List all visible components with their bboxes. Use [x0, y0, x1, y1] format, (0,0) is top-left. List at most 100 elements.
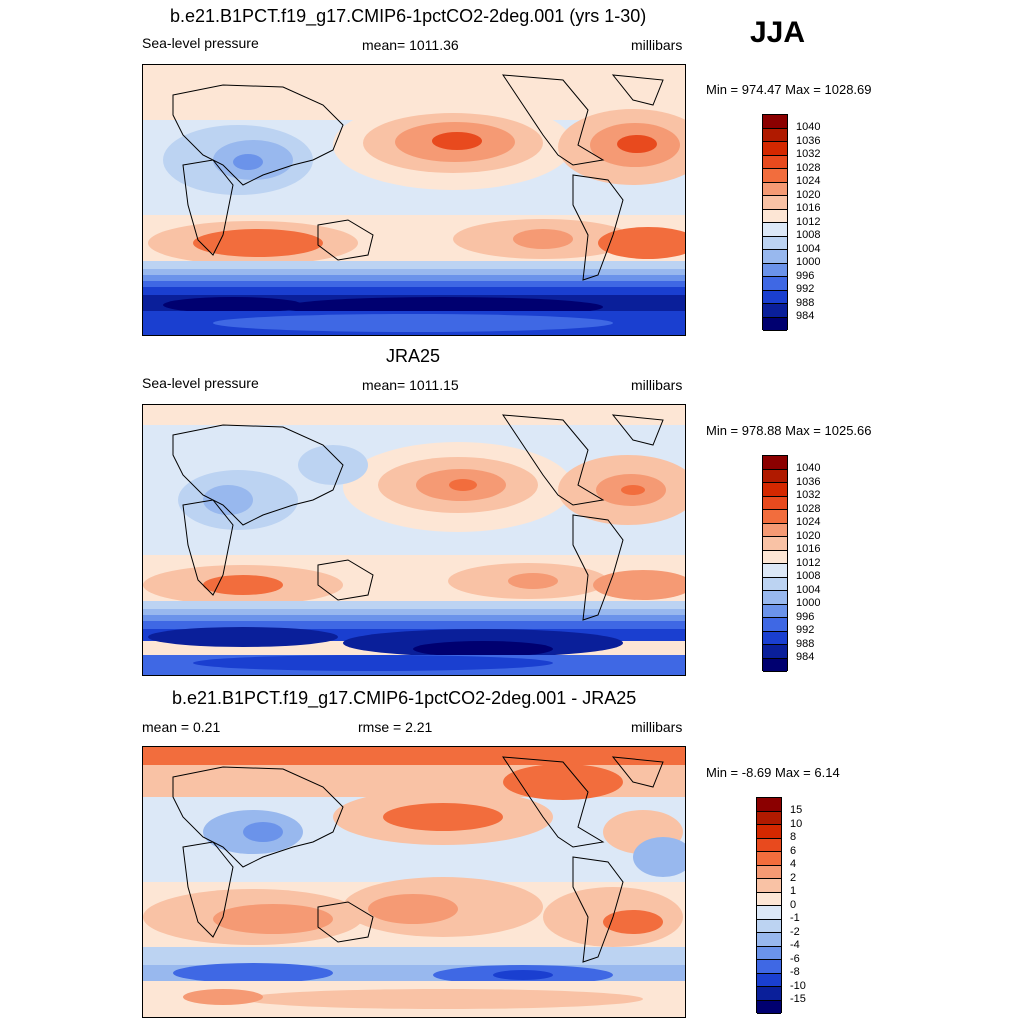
panel2-colorbar-label: 1036: [796, 475, 821, 488]
panel1-colorbar-swatch: [763, 304, 787, 318]
panel3-colorbar-swatch: [757, 906, 781, 920]
panel3-colorbar-swatch: [757, 1000, 781, 1014]
panel2-colorbar-swatch: [763, 618, 787, 632]
panel3-colorbar-label: -4: [790, 939, 800, 951]
panel3-colorbar-label: -6: [790, 952, 800, 965]
panel1-colorbar-swatch: [763, 196, 787, 210]
panel3-colorbar-swatch: [757, 798, 781, 812]
panel3-colorbar-label: 0: [790, 898, 797, 911]
panel1-colorbar-label: 1004: [796, 242, 821, 255]
panel3-colorbar-label: -1: [790, 912, 800, 924]
panel3-map: [142, 746, 686, 1018]
panel3-colorbar-swatch: [757, 825, 781, 839]
panel2-map: [142, 404, 686, 676]
panel1-colorbar-boxes: [762, 114, 788, 331]
panel2-colorbar-label: 988: [796, 637, 815, 650]
panel3-colorbar-label: -15: [790, 993, 806, 1005]
panel3-colorbar-swatch: [757, 960, 781, 974]
panel3-colorbar-swatch: [757, 838, 781, 852]
panel1-colorbar-swatch: [763, 115, 787, 129]
panel3-colorbar-label: 4: [790, 858, 797, 870]
panel2-colorbar-label: 1020: [796, 529, 821, 542]
panel1-colorbar-swatch: [763, 277, 787, 291]
panel3-units-label: millibars: [631, 719, 683, 735]
panel2-colorbar-swatch: [763, 537, 787, 551]
panel1-mean-label: mean= 1011.36: [362, 37, 459, 53]
panel1-colorbar-swatch: [763, 250, 787, 264]
panel2-variable-label: Sea-level pressure: [142, 375, 259, 391]
panel3-colorbar-label: 2: [790, 871, 797, 884]
panel2-colorbar-label: 1028: [796, 502, 821, 515]
panel1-colorbar: 1040 1036 1032 1028 1024 1020 1016 1012 1008 1004…: [762, 114, 852, 331]
panel3-colorbar-swatch: [757, 973, 781, 987]
panel3-colorbar-label: -8: [790, 966, 800, 978]
panel2-colorbar-label: 996: [796, 610, 815, 623]
panel3-colorbar-swatch: [757, 879, 781, 893]
panel2-colorbar-swatch: [763, 483, 787, 497]
panel3-rmse-label: rmse = 2.21: [358, 719, 433, 735]
panel2-colorbar-swatch: [763, 645, 787, 659]
panel1-colorbar-label: 1040: [796, 121, 821, 133]
panel1-colorbar-swatch: [763, 209, 787, 223]
panel3-colorbar-label: 10: [790, 817, 803, 830]
panel1-title: b.e21.B1PCT.f19_g17.CMIP6-1pctCO2-2deg.0…: [170, 6, 647, 26]
panel1-colorbar-label: 1024: [796, 175, 821, 187]
panel1-colorbar-label: 1020: [796, 188, 821, 201]
panel3-colorbar-swatch: [757, 987, 781, 1001]
panel2-colorbar-swatch: [763, 631, 787, 645]
panel1-colorbar-label: 984: [796, 310, 815, 322]
panel1-colorbar-swatch: [763, 155, 787, 169]
panel2-mean-label: mean= 1011.15: [362, 377, 459, 393]
panel2-colorbar: 1040 1036 1032 1028 1024 1020 1016 1012 1008 1004…: [762, 455, 852, 672]
panel1-colorbar-label: 1008: [796, 229, 821, 241]
panel3-colorbar-label: 6: [790, 844, 797, 857]
panel2-colorbar-swatch: [763, 456, 787, 470]
panel1-colorbar-label: 1036: [796, 134, 821, 147]
panel2-colorbar-label: 1012: [796, 556, 821, 569]
panel2-colorbar-swatch: [763, 577, 787, 591]
panel1-units-label: millibars: [631, 37, 683, 53]
panel3-colorbar-label: 1: [790, 885, 797, 897]
panel3-colorbar-label: -10: [790, 979, 806, 992]
panel2-colorbar-label: 984: [796, 651, 815, 663]
panel1-colorbar-swatch: [763, 317, 787, 331]
panel1-colorbar-swatch: [763, 223, 787, 237]
panel2-colorbar-label: 1004: [796, 583, 821, 596]
panel1-colorbar-label: 992: [796, 283, 815, 295]
panel2-colorbar-swatch: [763, 496, 787, 510]
panel3-colorbar-swatch: [757, 811, 781, 825]
panel1-colorbar-label: 988: [796, 296, 815, 309]
panel1-colorbar-label: 1000: [796, 256, 821, 268]
panel2-units-label: millibars: [631, 377, 683, 393]
panel2-colorbar-label: 1008: [796, 570, 821, 582]
panel3-minmax: Min = -8.69 Max = 6.14: [706, 765, 840, 780]
panel1-colorbar-label: 1032: [796, 148, 821, 160]
panel3-colorbar-swatch: [757, 892, 781, 906]
panel3-colorbar-swatch: [757, 865, 781, 879]
panel3-colorbar-label: -2: [790, 925, 800, 938]
panel3-colorbar-label: 8: [790, 831, 797, 843]
panel3-colorbar-swatch: [757, 919, 781, 933]
panel2-colorbar-label: 1016: [796, 543, 821, 555]
panel1-colorbar-label: 1028: [796, 161, 821, 174]
panel2-colorbar-swatch: [763, 469, 787, 483]
panel3-title: b.e21.B1PCT.f19_g17.CMIP6-1pctCO2-2deg.0…: [172, 688, 637, 708]
panel3-colorbar: 15 10 8 6 4 2 1 0 -1 -2 -4 -6 -8 -10 -15: [756, 797, 846, 1014]
panel2-minmax: Min = 978.88 Max = 1025.66: [706, 423, 872, 438]
panel1-colorbar-swatch: [763, 142, 787, 156]
panel1-colorbar-swatch: [763, 290, 787, 304]
panel1-minmax: Min = 974.47 Max = 1028.69: [706, 82, 872, 97]
panel1-map: [142, 64, 686, 336]
panel3-colorbar-boxes: [756, 797, 782, 1014]
season-label: JJA: [750, 16, 806, 49]
panel2-colorbar-swatch: [763, 591, 787, 605]
panel1-colorbar-label: 996: [796, 269, 815, 282]
panel2-colorbar-swatch: [763, 523, 787, 537]
panel1-colorbar-label: 1016: [796, 202, 821, 214]
panel2-colorbar-label: 1024: [796, 516, 821, 528]
panel1-colorbar-swatch: [763, 182, 787, 196]
panel2-colorbar-swatch: [763, 658, 787, 672]
panel2-colorbar-swatch: [763, 550, 787, 564]
panel2-colorbar-label: 992: [796, 624, 815, 636]
panel2-colorbar-swatch: [763, 604, 787, 618]
